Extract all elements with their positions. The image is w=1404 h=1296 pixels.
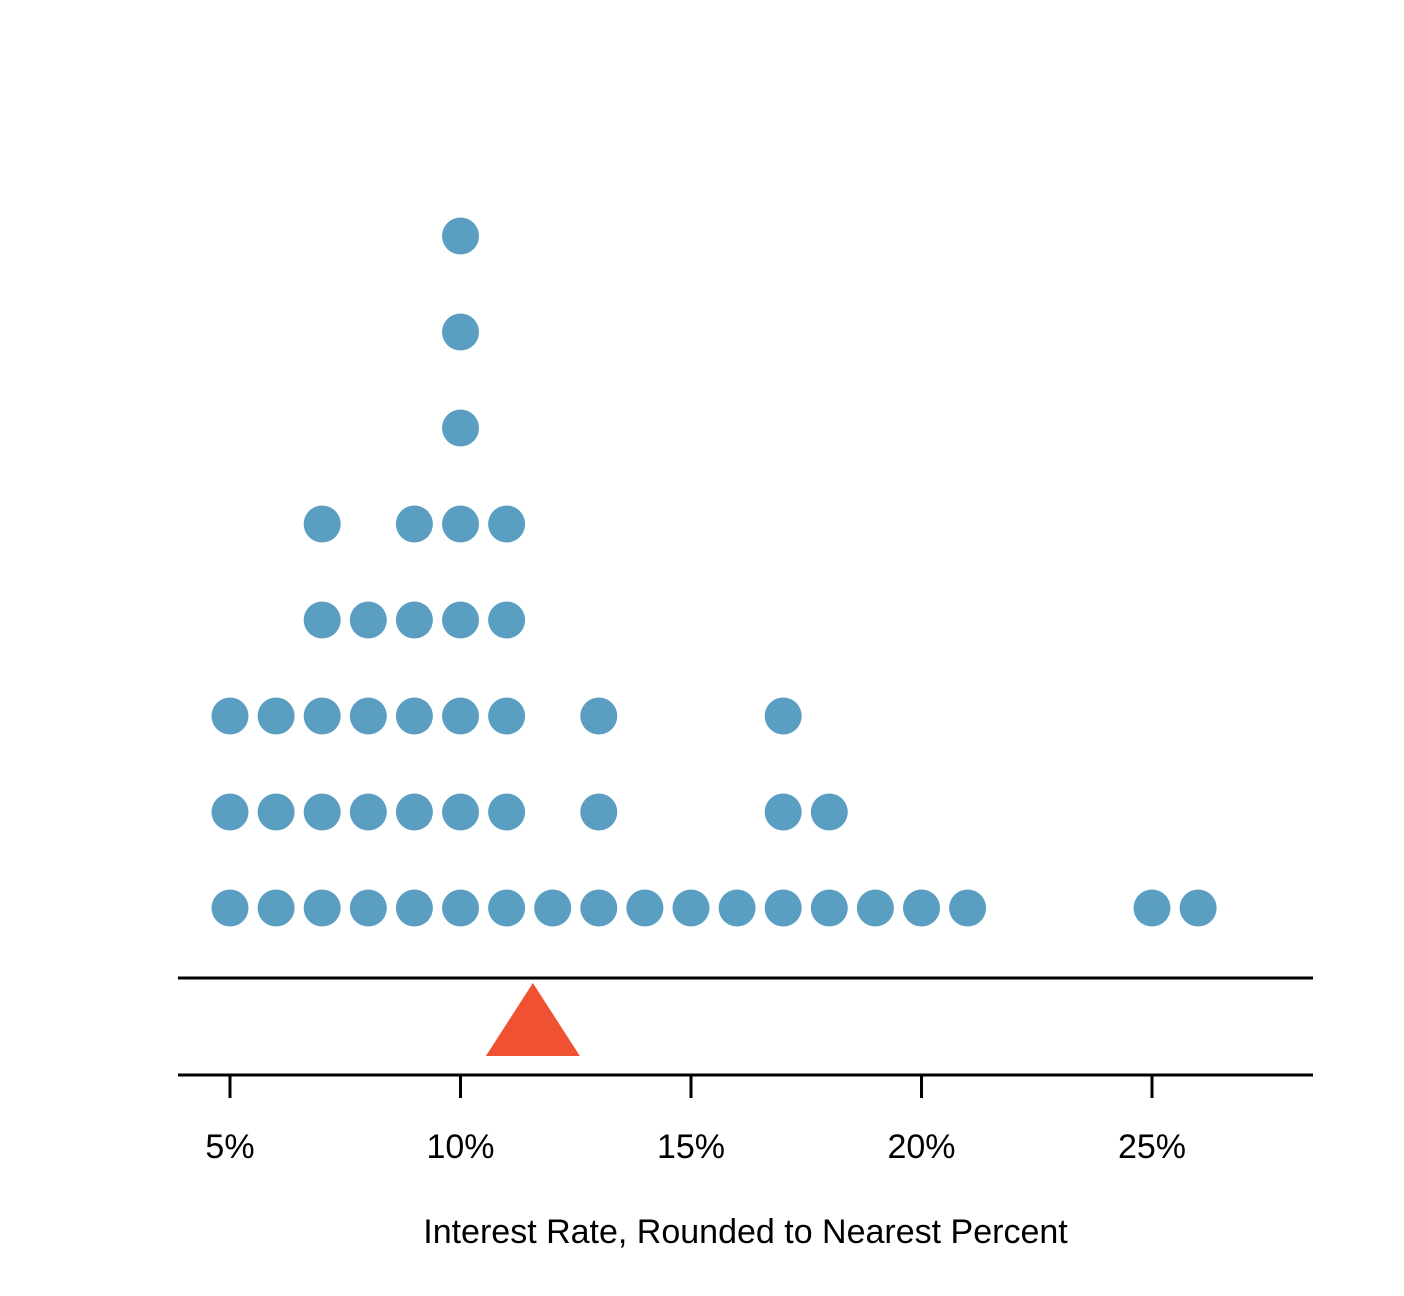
- data-point: [764, 889, 802, 927]
- data-point: [211, 889, 249, 927]
- x-tick-label: 20%: [887, 1128, 955, 1166]
- mean-triangle-marker: [485, 983, 580, 1056]
- data-point: [303, 793, 341, 831]
- data-point: [349, 697, 387, 735]
- data-point: [442, 601, 479, 639]
- data-point: [303, 889, 341, 927]
- data-point: [442, 217, 479, 255]
- data-point: [395, 601, 433, 639]
- data-point: [442, 697, 479, 735]
- data-point: [488, 601, 526, 639]
- data-point: [303, 601, 341, 639]
- data-point: [810, 793, 848, 831]
- x-tick-label: 10%: [426, 1128, 494, 1166]
- data-point: [672, 889, 710, 927]
- x-axis-ticks: 5% 10% 15% 20% 25%: [205, 1075, 1186, 1166]
- data-point: [395, 505, 433, 543]
- data-point: [488, 505, 526, 543]
- data-point: [395, 697, 433, 735]
- data-point: [488, 889, 526, 927]
- dots-group: [211, 217, 1217, 927]
- x-axis-title: Interest Rate, Rounded to Nearest Percen…: [423, 1213, 1068, 1251]
- data-point: [442, 505, 479, 543]
- data-point: [349, 793, 387, 831]
- data-point: [580, 697, 618, 735]
- data-point: [718, 889, 756, 927]
- data-point: [442, 313, 479, 351]
- data-point: [1133, 889, 1171, 927]
- data-point: [764, 697, 802, 735]
- data-point: [488, 793, 526, 831]
- data-point: [442, 889, 479, 927]
- data-point: [257, 793, 295, 831]
- data-point: [303, 505, 341, 543]
- x-tick-label: 25%: [1118, 1128, 1186, 1166]
- data-point: [580, 793, 618, 831]
- data-point: [303, 697, 341, 735]
- data-point: [1179, 889, 1217, 927]
- data-point: [442, 409, 479, 447]
- data-point: [534, 889, 572, 927]
- data-point: [949, 889, 987, 927]
- data-point: [856, 889, 894, 927]
- data-point: [349, 889, 387, 927]
- data-point: [257, 697, 295, 735]
- x-tick-label: 5%: [205, 1128, 254, 1166]
- data-point: [626, 889, 664, 927]
- data-point: [488, 697, 526, 735]
- data-point: [257, 889, 295, 927]
- data-point: [442, 793, 479, 831]
- data-point: [395, 793, 433, 831]
- data-point: [211, 793, 249, 831]
- data-point: [395, 889, 433, 927]
- data-point: [903, 889, 940, 927]
- data-point: [349, 601, 387, 639]
- data-point: [580, 889, 618, 927]
- data-point: [810, 889, 848, 927]
- data-point: [764, 793, 802, 831]
- data-point: [211, 697, 249, 735]
- x-tick-label: 15%: [657, 1128, 725, 1166]
